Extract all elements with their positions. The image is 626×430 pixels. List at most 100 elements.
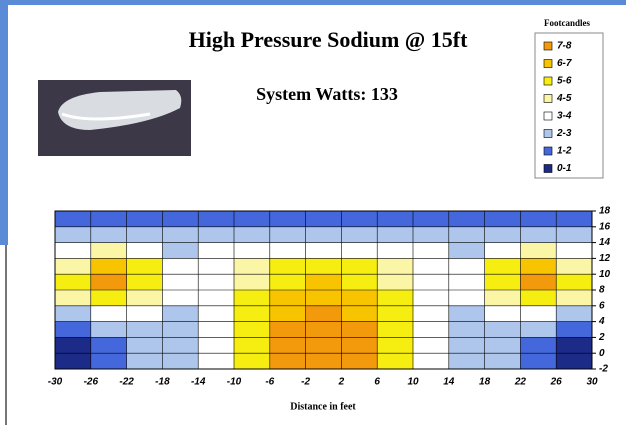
contour-cell (162, 258, 199, 275)
contour-cell (198, 321, 235, 338)
contour-cell (448, 274, 486, 291)
x-tick-label: -10 (227, 377, 242, 388)
legend-swatch (543, 111, 553, 121)
contour-cell (413, 290, 450, 307)
contour-cell (90, 305, 128, 323)
contour-cell (484, 211, 521, 228)
contour-cell (126, 258, 163, 275)
contour-cell (377, 226, 414, 244)
contour-cell (234, 274, 271, 291)
contour-cell (234, 305, 271, 323)
x-tick-label: 6 (374, 377, 380, 388)
contour-cell (198, 353, 235, 370)
contour-cell (484, 290, 521, 307)
contour-cell (198, 242, 235, 259)
contour-cell (484, 353, 521, 370)
contour-cell (341, 290, 378, 307)
contour-cell (448, 337, 486, 354)
chart-subtitle: System Watts: 133 (256, 84, 398, 104)
legend-label: 1-2 (557, 146, 572, 157)
contour-cell (234, 290, 271, 307)
legend-label: 3-4 (557, 111, 572, 122)
contour-cell (198, 211, 235, 228)
top-border (0, 0, 626, 5)
contour-cell (305, 226, 342, 244)
contour-cell (484, 337, 521, 354)
contour-cell (377, 353, 414, 370)
contour-cell (162, 353, 199, 370)
contour-cell (55, 242, 92, 259)
contour-cell (269, 258, 307, 275)
contour-cell (520, 305, 557, 323)
contour-cell (198, 305, 235, 323)
contour-cell (520, 290, 557, 307)
contour-cell (341, 321, 378, 338)
contour-cell (90, 274, 128, 291)
contour-cell (305, 242, 342, 259)
contour-cell (55, 211, 92, 228)
contour-cell (484, 226, 521, 244)
contour-cell (234, 226, 271, 244)
contour-cell (413, 305, 450, 323)
contour-cell (126, 274, 163, 291)
contour-cell (126, 211, 163, 228)
contour-cell (55, 290, 92, 307)
contour-cell (305, 258, 342, 275)
x-tick-label: 10 (407, 377, 419, 388)
contour-cell (341, 258, 378, 275)
contour-cell (162, 274, 199, 291)
y-tick-label: 6 (599, 300, 605, 311)
y-tick-label: 8 (599, 285, 605, 296)
contour-cell (55, 337, 92, 354)
x-tick-label: -30 (48, 377, 63, 388)
contour-cell (341, 242, 378, 259)
contour-cell (305, 337, 342, 354)
legend-title: Footcandles (544, 18, 590, 28)
x-tick-label: 30 (586, 377, 598, 388)
y-tick-label: 16 (599, 221, 611, 232)
contour-cell (448, 353, 486, 370)
contour-cell (556, 353, 593, 370)
contour-cell (162, 321, 199, 338)
contour-cell (484, 274, 521, 291)
legend-swatch (543, 146, 553, 156)
contour-cell (484, 321, 521, 338)
legend-swatch (543, 41, 553, 51)
legend-swatch (543, 164, 553, 173)
contour-cell (162, 290, 199, 307)
contour-cell (448, 211, 486, 228)
y-tick-label: -2 (599, 364, 608, 375)
contour-cell (520, 337, 557, 354)
contour-cell (126, 290, 163, 307)
contour-cell (126, 305, 163, 323)
contour-cell (162, 242, 199, 259)
contour-cell (198, 290, 235, 307)
contour-cell (341, 353, 378, 370)
contour-cell (305, 305, 342, 323)
contour-cell (90, 337, 128, 354)
contour-cell (448, 321, 486, 338)
contour-cell (556, 226, 593, 244)
contour-cell (90, 242, 128, 259)
contour-cell (269, 211, 307, 228)
left-edge (5, 245, 7, 425)
contour-cell (269, 242, 307, 259)
contour-cell (413, 353, 450, 370)
contour-cell (55, 321, 92, 338)
contour-cell (448, 258, 486, 275)
x-tick-label: 22 (514, 377, 527, 388)
x-tick-label: -22 (119, 377, 134, 388)
contour-cell (90, 321, 128, 338)
contour-cell (520, 226, 557, 244)
contour-cell (377, 258, 414, 275)
contour-cell (90, 290, 128, 307)
y-tick-label: 12 (599, 253, 611, 264)
luminaire-lens (61, 112, 151, 121)
x-axis-label: Distance in feet (290, 401, 356, 412)
contour-cell (234, 211, 271, 228)
x-tick-label: -2 (301, 377, 310, 388)
contour-cell (556, 258, 593, 275)
contour-cell (520, 258, 557, 275)
contour-cell (126, 337, 163, 354)
contour-cell (162, 226, 199, 244)
